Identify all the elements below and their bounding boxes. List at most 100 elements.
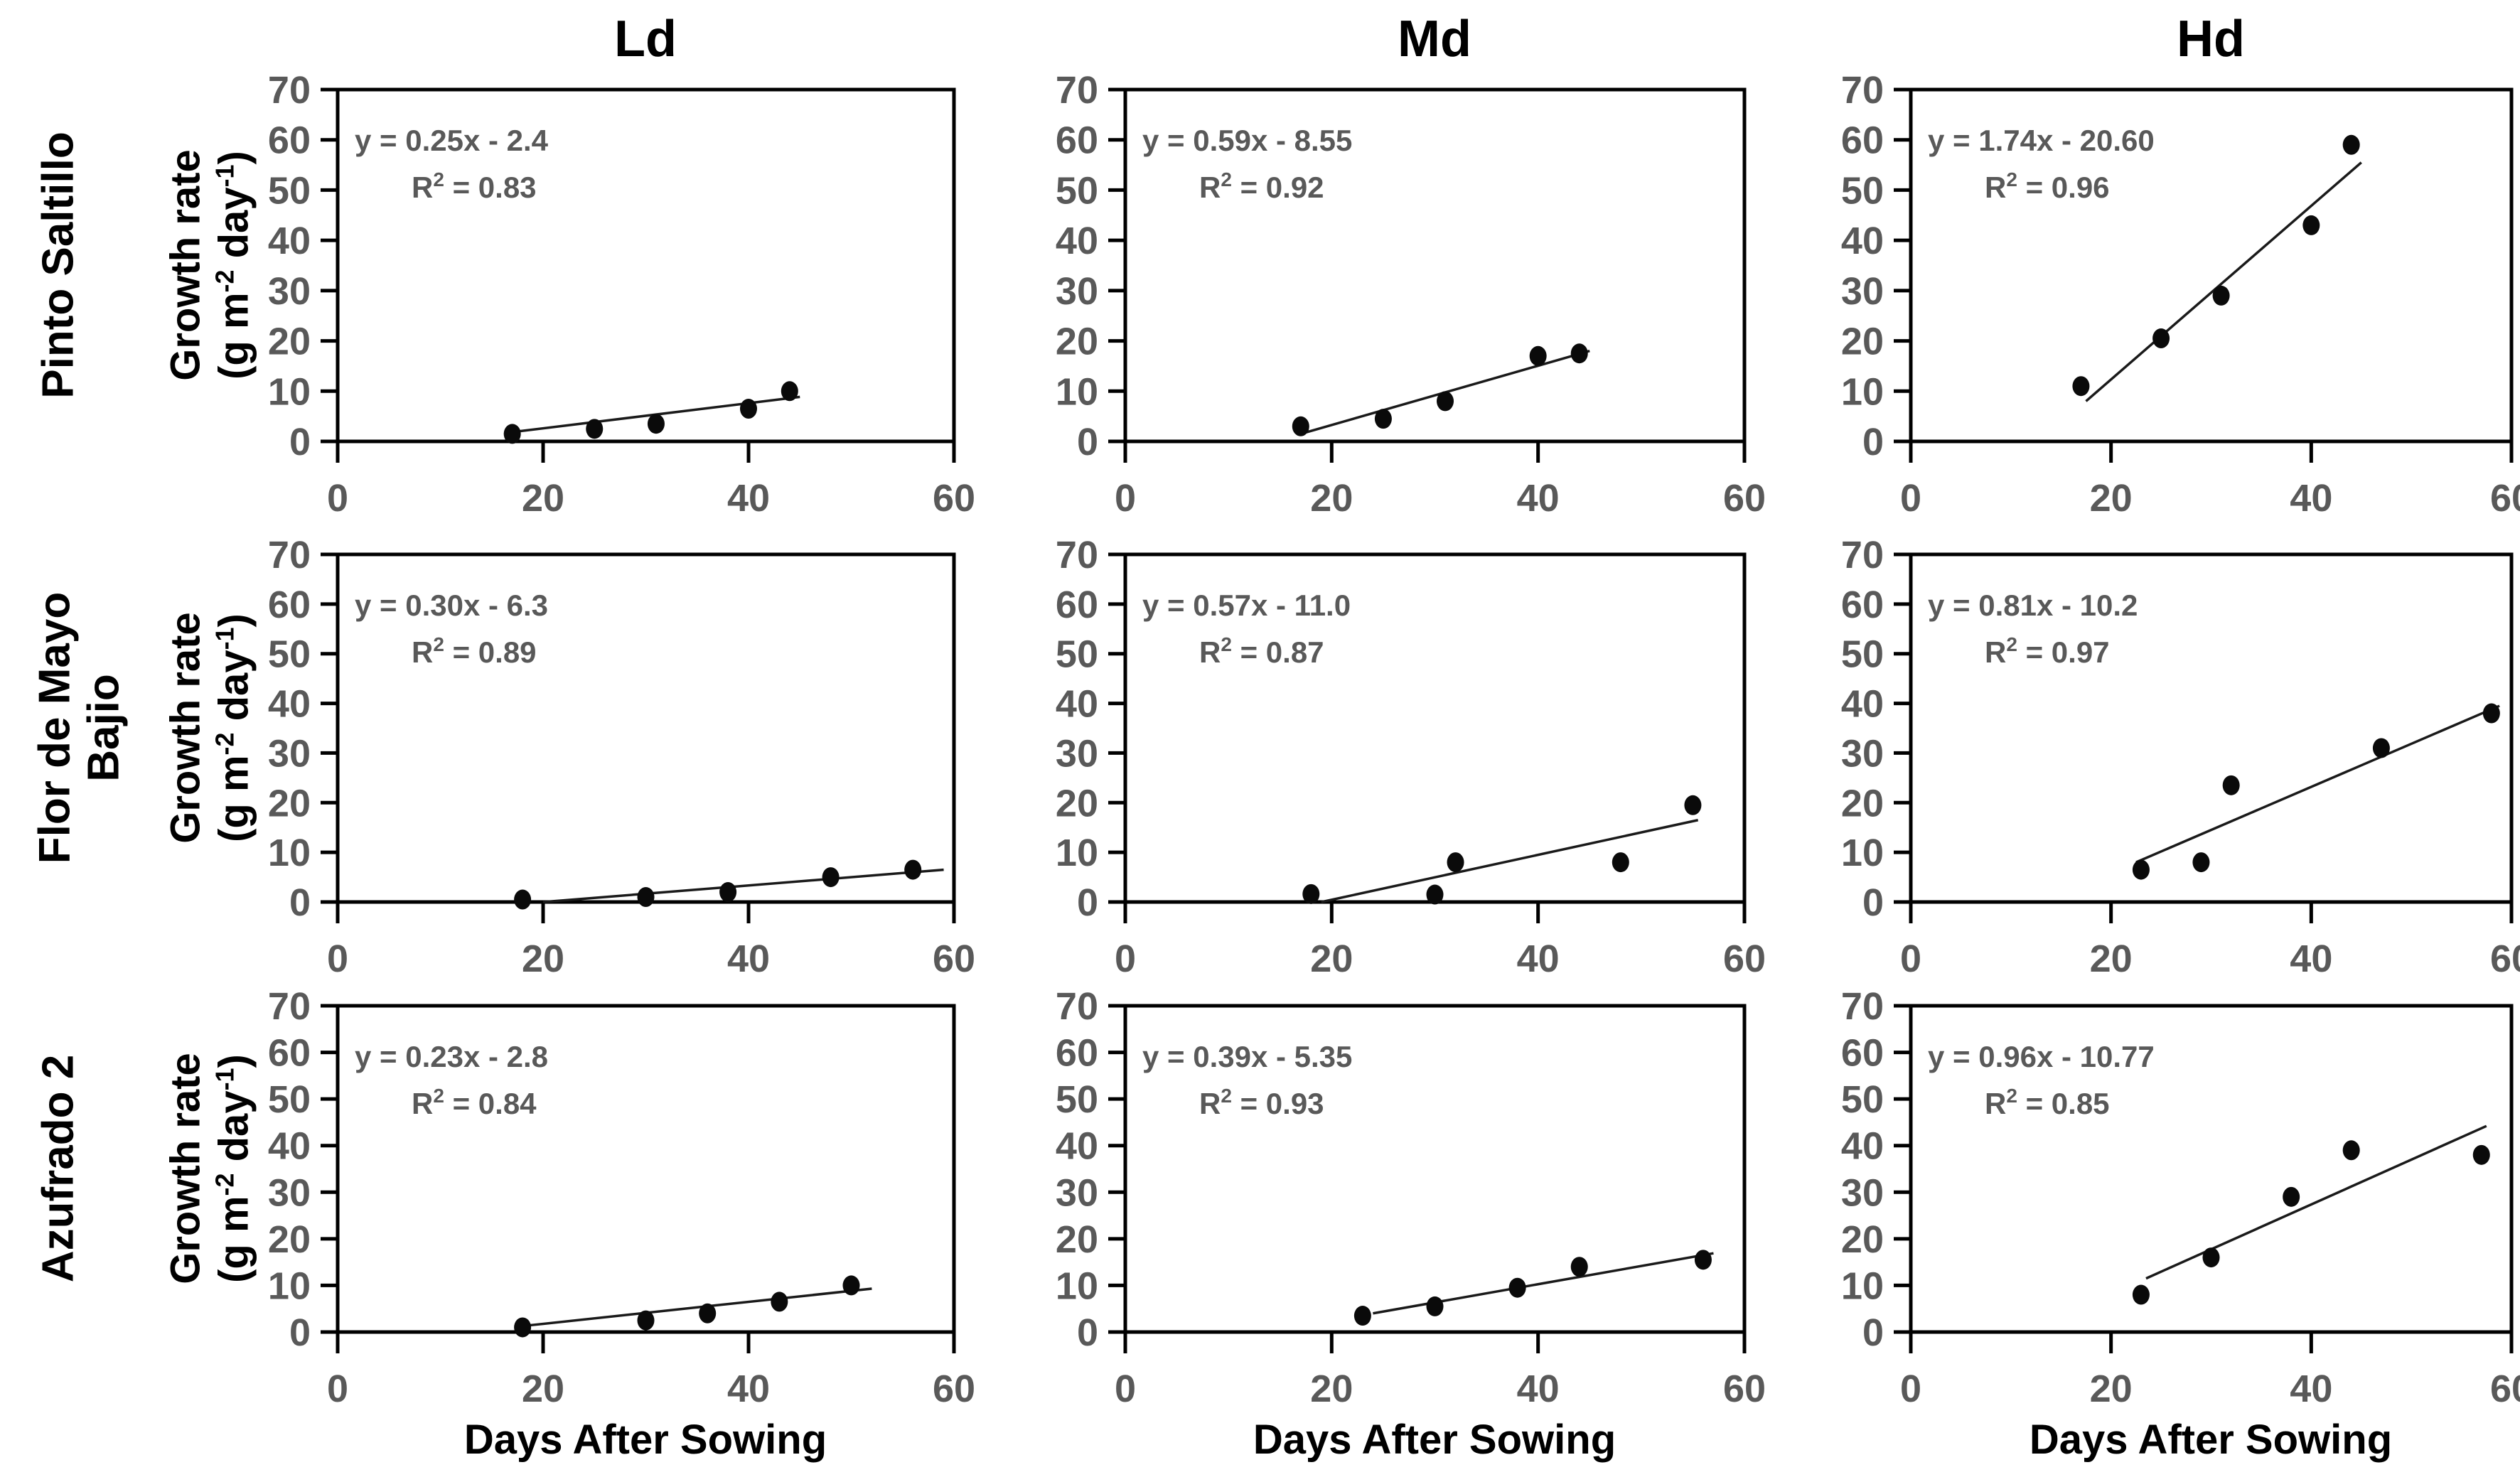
y-tick-label: 40 — [1841, 683, 1884, 726]
y-tick-label: 50 — [1841, 169, 1884, 212]
y-tick-label: 60 — [1056, 119, 1098, 162]
x-tick-label: 60 — [2490, 938, 2520, 980]
column-title-md: Md — [1398, 11, 1471, 68]
x-tick-label: 20 — [2090, 938, 2133, 980]
data-point — [771, 1292, 788, 1312]
y-tick-label: 0 — [289, 881, 311, 924]
data-point — [1353, 1306, 1371, 1326]
data-point — [1302, 884, 1320, 904]
y-tick-label: 0 — [1077, 421, 1098, 463]
equation-label: y = 1.74x - 20.60 — [1928, 124, 2155, 157]
r-squared-label: R2 = 0.84 — [412, 1085, 537, 1120]
plot-panel: 0 10 20 30 40 50 60 70 0 20 40 60 y = 0.59x - 8.55 R2… — [1056, 69, 1766, 520]
y-tick-label: 20 — [1056, 321, 1098, 363]
x-tick-label: 0 — [1900, 477, 1921, 520]
y-tick-label: 20 — [1056, 1218, 1098, 1261]
r-squared-label: R2 = 0.92 — [1199, 168, 1324, 204]
x-axis-title: Days After Sowing — [2029, 1417, 2393, 1463]
y-tick-label: 0 — [1077, 881, 1098, 924]
data-point — [1447, 852, 1464, 873]
trend-line — [2135, 704, 2500, 864]
data-point — [1529, 345, 1547, 366]
x-tick-label: 40 — [1517, 477, 1560, 520]
plot-box — [1909, 1004, 2514, 1334]
y-tick-label: 10 — [1056, 832, 1098, 874]
data-point — [514, 889, 532, 910]
data-point — [1508, 1277, 1526, 1298]
x-tick-label: 0 — [1900, 938, 1921, 980]
y-tick-label: 40 — [1056, 683, 1098, 726]
trend-line — [2145, 1124, 2487, 1280]
y-tick-label: 20 — [1841, 321, 1884, 363]
r-squared-label: R2 = 0.97 — [1985, 633, 2110, 669]
trend-line — [1321, 819, 1699, 903]
y-tick-label: 0 — [1862, 1311, 1884, 1354]
equation-label: y = 0.81x - 10.2 — [1928, 589, 2138, 622]
y-tick-label: 60 — [268, 1032, 311, 1075]
x-tick-label: 60 — [1723, 938, 1766, 980]
x-tick-label: 40 — [1517, 938, 1560, 980]
y-tick-label: 50 — [268, 169, 311, 212]
y-tick-label: 70 — [268, 985, 311, 1028]
r-squared-label: R2 = 0.89 — [412, 633, 537, 669]
plot-box — [1909, 552, 2514, 904]
x-axis-title: Days After Sowing — [463, 1417, 827, 1463]
y-tick-label: 0 — [1077, 1311, 1098, 1354]
y-tick-label: 50 — [268, 1078, 311, 1121]
y-tick-label: 30 — [1056, 270, 1098, 313]
x-tick-label: 0 — [1115, 1368, 1136, 1410]
y-tick-label: 40 — [1841, 220, 1884, 262]
x-tick-label: 40 — [727, 938, 770, 980]
x-tick-label: 20 — [522, 938, 564, 980]
y-tick-label: 60 — [1841, 1032, 1884, 1075]
y-tick-label: 60 — [268, 119, 311, 162]
y-tick-label: 20 — [1841, 1218, 1884, 1261]
y-tick-label: 10 — [1841, 832, 1884, 874]
plot-panel: 0 10 20 30 40 50 60 70 0 20 40 60 y = 0.81x - 10.2 R2… — [1841, 534, 2520, 980]
y-tick-label: 10 — [1841, 370, 1884, 413]
data-point — [2342, 134, 2360, 155]
y-tick-label: 50 — [1056, 1078, 1098, 1121]
data-point — [2302, 215, 2320, 235]
data-point — [1570, 1257, 1588, 1277]
equation-label: y = 0.30x - 6.3 — [355, 589, 548, 622]
data-point — [586, 419, 604, 439]
data-point — [637, 887, 655, 908]
x-tick-label: 20 — [2090, 1368, 2133, 1410]
x-tick-label: 0 — [327, 477, 348, 520]
y-tick-label: 30 — [268, 732, 311, 775]
x-tick-label: 40 — [1517, 1368, 1560, 1410]
r-squared-label: R2 = 0.96 — [1985, 168, 2110, 204]
y-tick-label: 50 — [1841, 1078, 1884, 1121]
data-point — [2202, 1247, 2220, 1268]
data-point — [699, 1303, 717, 1323]
x-tick-label: 40 — [727, 1368, 770, 1410]
x-tick-label: 40 — [727, 477, 770, 520]
data-point — [2472, 1144, 2490, 1165]
y-tick-label: 60 — [1056, 584, 1098, 626]
plot-box — [336, 87, 956, 444]
data-point — [2212, 285, 2230, 306]
data-point — [1426, 884, 1444, 905]
y-tick-label: 40 — [268, 1125, 311, 1168]
data-point — [2482, 703, 2500, 724]
data-point — [781, 381, 798, 402]
y-tick-label: 10 — [268, 370, 311, 413]
trend-line — [2085, 161, 2362, 402]
plot-panel: 0 10 20 30 40 50 60 70 0 20 40 60 y = 0.25x - 2.4 R2 … — [268, 69, 975, 520]
y-tick-label: 70 — [268, 534, 311, 576]
y-tick-label: 10 — [268, 1264, 311, 1307]
data-point — [1374, 409, 1392, 429]
trend-line — [1373, 1252, 1714, 1315]
equation-label: y = 0.25x - 2.4 — [355, 124, 549, 157]
data-point — [2192, 852, 2210, 873]
data-point — [1694, 1250, 1712, 1270]
x-tick-label: 0 — [327, 1368, 348, 1410]
data-point — [503, 424, 521, 444]
x-tick-label: 60 — [2490, 477, 2520, 520]
data-point — [2152, 328, 2170, 349]
plot-box — [336, 1004, 956, 1334]
x-tick-label: 20 — [522, 477, 564, 520]
